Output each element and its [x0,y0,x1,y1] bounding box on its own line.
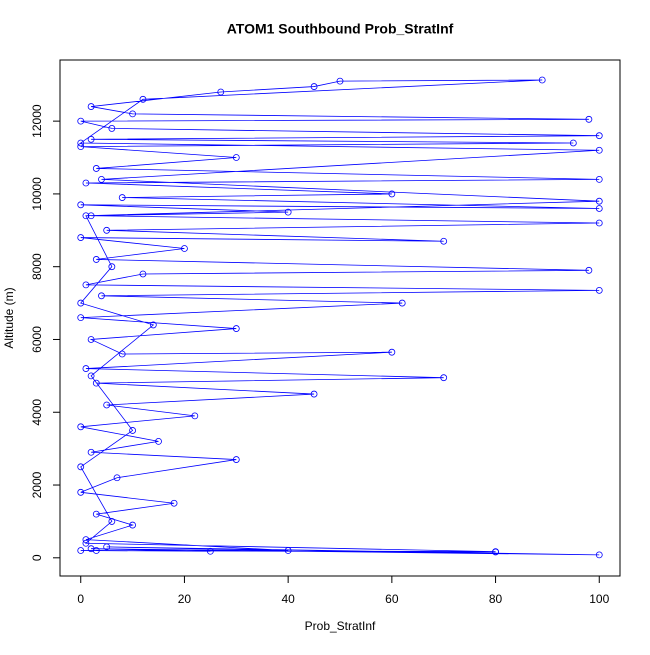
data-point [82,539,90,547]
data-point [92,379,100,387]
data-point [595,175,603,183]
y-axis-label: Altitude (m) [2,287,16,348]
data-point [82,179,90,187]
data-point [87,212,95,220]
data-line [79,79,600,556]
data-point [595,286,603,294]
data-point [87,336,95,343]
data-point [77,143,85,151]
data-point [103,543,111,551]
data-point [595,197,603,205]
data-point [310,390,318,398]
data-point [191,412,199,420]
data-point [77,314,85,322]
data-point [118,194,126,201]
data-point [103,401,111,409]
data-point [77,423,85,431]
data-point [92,256,100,263]
y-tick-label: 2000 [30,471,44,498]
y-tick-label: 10000 [30,177,44,211]
data-point [82,365,90,372]
data-point [595,219,603,227]
data-point [440,374,448,382]
data-point [103,226,111,234]
data-point [82,212,90,220]
y-tick-label: 4000 [30,399,44,426]
data-point [310,83,318,90]
y-tick-label: 6000 [30,326,44,353]
y-tick-label: 12000 [30,104,44,138]
data-point [492,548,499,556]
x-axis-label: Prob_StratInf [305,619,376,633]
data-point [181,245,188,252]
data-point [98,175,105,183]
data-point [118,350,126,358]
data-point [538,76,546,84]
data-point [232,154,240,161]
y-tick-label: 8000 [30,253,44,280]
data-point [388,348,396,356]
data-point [129,110,136,118]
data-point [77,299,85,307]
data-point [82,281,90,289]
data-point [113,474,121,482]
x-tick-label: 40 [281,592,295,606]
x-tick-label: 60 [385,592,399,606]
data-point [139,270,147,278]
x-tick-label: 20 [178,592,192,606]
data-point [77,139,85,147]
data-point [232,325,240,332]
data-point [206,547,214,555]
data-point [388,190,396,198]
data-point [108,518,116,525]
data-point [77,117,85,125]
data-point [77,463,85,471]
chart-title: ATOM1 Southbound Prob_StratInf [227,21,454,37]
data-point [595,551,603,559]
data-point [129,427,136,434]
data-point [77,234,85,241]
data-point [398,299,406,307]
data-point [595,132,603,140]
y-tick-label: 0 [30,554,44,561]
data-point [336,77,344,85]
data-point [284,208,292,216]
data-point [585,115,593,123]
data-point [585,266,593,274]
data-point [232,456,240,463]
data-point [569,139,577,147]
data-point [170,499,178,507]
data-point [108,263,116,271]
data-point [440,237,448,245]
data-point [92,547,100,554]
data-point [77,488,85,496]
data-point [595,205,603,212]
data-point [82,536,90,544]
data-point [217,88,225,96]
data-point [98,292,105,300]
data-point [92,510,100,518]
data-point [108,125,116,132]
data-point [129,521,136,529]
data-point [87,103,95,110]
data-point [149,321,157,329]
data-point [87,448,95,456]
data-point [87,135,95,143]
data-point [87,372,95,380]
data-point [155,437,162,445]
data-point [284,547,292,554]
data-point [595,146,603,154]
x-tick-label: 100 [589,592,609,606]
data-point [77,547,85,554]
data-point [77,201,85,209]
data-point [139,95,147,103]
plot-frame [59,59,621,577]
data-point [92,165,100,172]
x-tick-label: 80 [489,592,503,606]
x-tick-label: 0 [77,592,84,606]
